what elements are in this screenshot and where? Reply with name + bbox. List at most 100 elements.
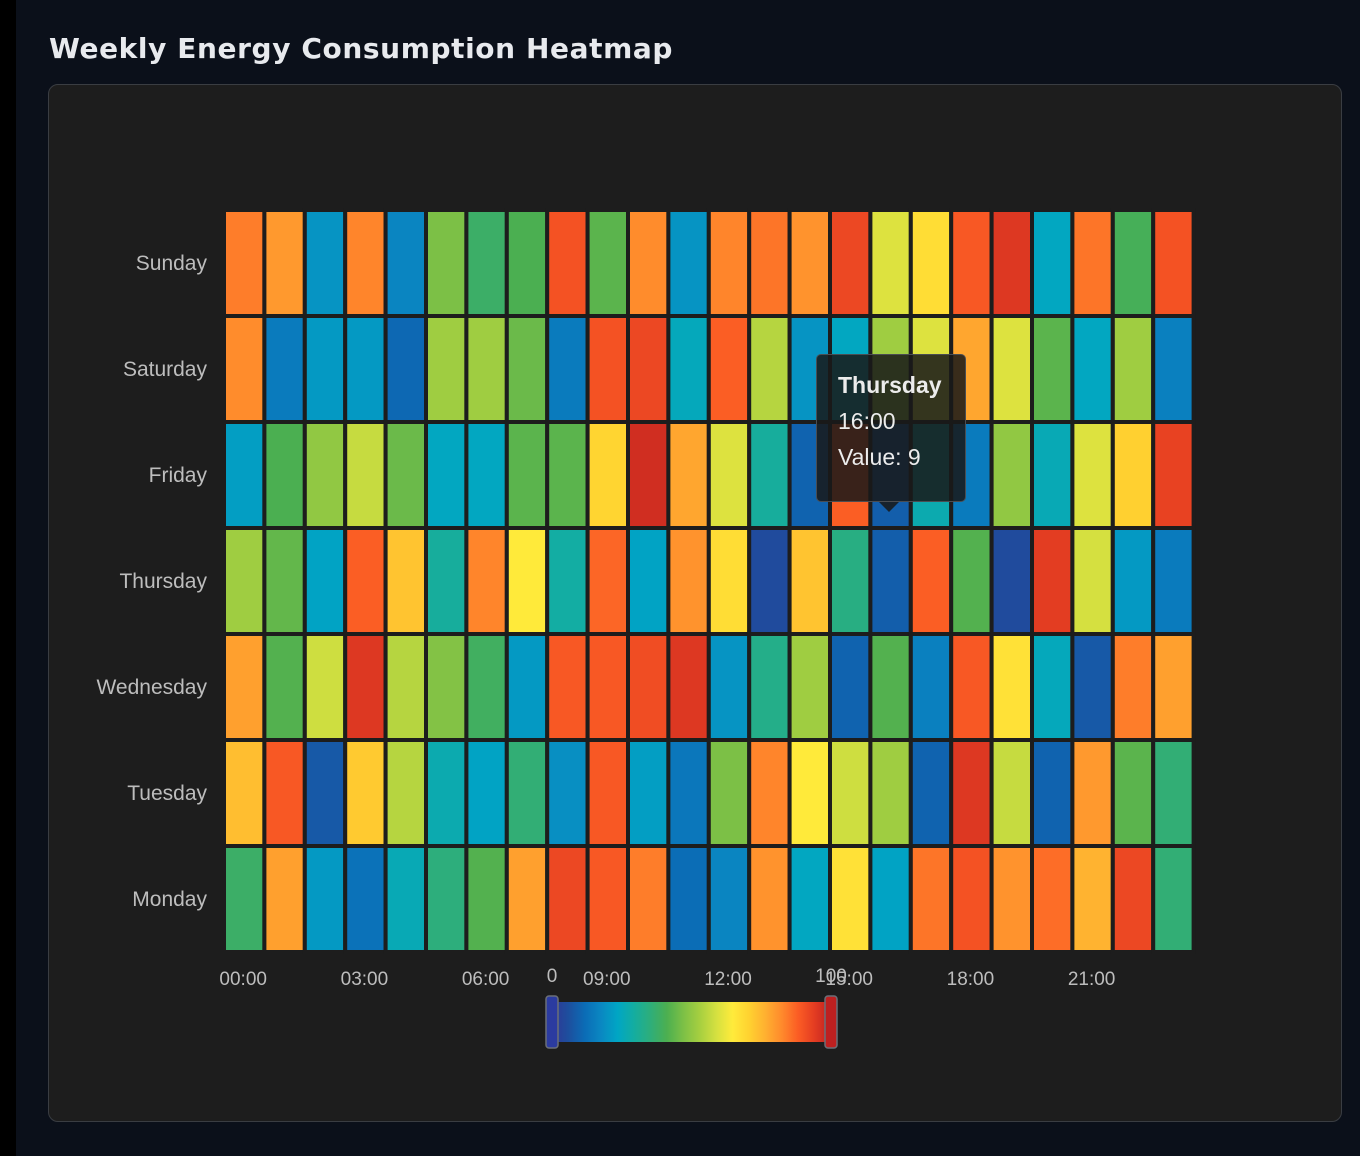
heatmap-cell-sunday-0900[interactable] xyxy=(585,208,630,318)
heatmap-cell-sunday-1900[interactable] xyxy=(989,208,1034,318)
heatmap-cell-friday-0600[interactable] xyxy=(464,420,509,530)
heatmap-cell-thursday-0400[interactable] xyxy=(383,526,429,636)
heatmap-cell-saturday-0400[interactable] xyxy=(383,314,429,424)
heatmap-cell-friday-1000[interactable] xyxy=(626,420,671,530)
heatmap-cell-saturday-1200[interactable] xyxy=(706,314,752,424)
heatmap-cell-wednesday-2300[interactable] xyxy=(1151,632,1196,742)
heatmap-cell-thursday-1300[interactable] xyxy=(747,526,792,636)
heatmap-cell-monday-2300[interactable] xyxy=(1151,844,1196,954)
heatmap-cell-wednesday-0400[interactable] xyxy=(383,632,429,742)
heatmap-cell-tuesday-1700[interactable] xyxy=(908,738,954,848)
heatmap-cell-tuesday-0200[interactable] xyxy=(302,738,348,848)
heatmap-cell-sunday-1400[interactable] xyxy=(787,208,832,318)
heatmap-cell-wednesday-2200[interactable] xyxy=(1110,632,1156,742)
heatmap-cell-thursday-0600[interactable] xyxy=(464,526,509,636)
heatmap-cell-thursday-1600[interactable] xyxy=(868,526,913,636)
heatmap-cell-thursday-1000[interactable] xyxy=(626,526,671,636)
heatmap-cell-thursday-0900[interactable] xyxy=(585,526,630,636)
visual-map-min-handle[interactable] xyxy=(545,995,559,1049)
heatmap-cell-friday-0900[interactable] xyxy=(585,420,630,530)
heatmap-cell-tuesday-2000[interactable] xyxy=(1030,738,1075,848)
heatmap-cell-wednesday-0600[interactable] xyxy=(464,632,509,742)
heatmap-cell-sunday-0100[interactable] xyxy=(262,208,307,318)
heatmap-cell-friday-2300[interactable] xyxy=(1151,420,1196,530)
heatmap-cell-tuesday-0500[interactable] xyxy=(424,738,469,848)
heatmap-cell-monday-0200[interactable] xyxy=(302,844,348,954)
heatmap-cell-wednesday-2000[interactable] xyxy=(1030,632,1075,742)
heatmap-cell-wednesday-1300[interactable] xyxy=(747,632,792,742)
heatmap-cell-wednesday-0700[interactable] xyxy=(504,632,550,742)
heatmap-cell-friday-1300[interactable] xyxy=(747,420,792,530)
heatmap-cell-saturday-0900[interactable] xyxy=(585,314,630,424)
heatmap-cell-wednesday-1900[interactable] xyxy=(989,632,1034,742)
heatmap-cell-tuesday-1200[interactable] xyxy=(706,738,752,848)
heatmap-cell-tuesday-0600[interactable] xyxy=(464,738,509,848)
heatmap-cell-monday-1900[interactable] xyxy=(989,844,1034,954)
heatmap-cell-tuesday-2300[interactable] xyxy=(1151,738,1196,848)
heatmap-cell-wednesday-0200[interactable] xyxy=(302,632,348,742)
heatmap-cell-friday-0300[interactable] xyxy=(343,420,388,530)
heatmap-cell-saturday-1900[interactable] xyxy=(989,314,1034,424)
heatmap-cell-thursday-0100[interactable] xyxy=(262,526,307,636)
heatmap-cell-wednesday-0500[interactable] xyxy=(424,632,469,742)
heatmap-cell-monday-0600[interactable] xyxy=(464,844,509,954)
heatmap-cell-tuesday-0700[interactable] xyxy=(504,738,550,848)
heatmap-cell-saturday-0800[interactable] xyxy=(545,314,590,424)
visual-map-gradient-bar[interactable] xyxy=(552,1002,831,1042)
heatmap-cell-wednesday-0000[interactable] xyxy=(222,632,267,742)
heatmap-cell-thursday-0000[interactable] xyxy=(222,526,267,636)
heatmap-cell-thursday-0700[interactable] xyxy=(504,526,550,636)
heatmap-chart[interactable]: Monday Tuesday Wednesday Thursday Friday Satu… xyxy=(49,85,1343,1123)
heatmap-cell-saturday-0700[interactable] xyxy=(504,314,550,424)
heatmap-cell-tuesday-2100[interactable] xyxy=(1070,738,1115,848)
heatmap-cell-saturday-1100[interactable] xyxy=(666,314,711,424)
heatmap-cell-sunday-1100[interactable] xyxy=(666,208,711,318)
heatmap-cell-monday-0100[interactable] xyxy=(262,844,307,954)
heatmap-cell-monday-1200[interactable] xyxy=(706,844,752,954)
heatmap-cell-sunday-1700[interactable] xyxy=(908,208,954,318)
heatmap-cell-saturday-0000[interactable] xyxy=(222,314,267,424)
heatmap-cell-wednesday-1500[interactable] xyxy=(828,632,873,742)
heatmap-cell-sunday-2100[interactable] xyxy=(1070,208,1115,318)
heatmap-cell-monday-0000[interactable] xyxy=(222,844,267,954)
heatmap-cell-friday-0500[interactable] xyxy=(424,420,469,530)
heatmap-cell-saturday-0600[interactable] xyxy=(464,314,509,424)
heatmap-cell-wednesday-2100[interactable] xyxy=(1070,632,1115,742)
heatmap-cell-monday-1600[interactable] xyxy=(868,844,913,954)
heatmap-cell-thursday-1900[interactable] xyxy=(989,526,1034,636)
heatmap-cell-thursday-0200[interactable] xyxy=(302,526,348,636)
heatmap-cell-wednesday-1000[interactable] xyxy=(626,632,671,742)
heatmap-cell-friday-1100[interactable] xyxy=(666,420,711,530)
heatmap-cell-monday-1700[interactable] xyxy=(908,844,954,954)
heatmap-cell-thursday-1800[interactable] xyxy=(949,526,994,636)
heatmap-cell-tuesday-0800[interactable] xyxy=(545,738,590,848)
heatmap-cell-tuesday-0300[interactable] xyxy=(343,738,388,848)
heatmap-cell-monday-1500[interactable] xyxy=(828,844,873,954)
heatmap-cell-friday-1200[interactable] xyxy=(706,420,752,530)
heatmap-cell-monday-0400[interactable] xyxy=(383,844,429,954)
heatmap-cell-thursday-1100[interactable] xyxy=(666,526,711,636)
heatmap-cell-friday-0700[interactable] xyxy=(504,420,550,530)
heatmap-cell-tuesday-0400[interactable] xyxy=(383,738,429,848)
heatmap-cell-saturday-0200[interactable] xyxy=(302,314,348,424)
heatmap-cell-friday-0000[interactable] xyxy=(222,420,267,530)
heatmap-cell-monday-0700[interactable] xyxy=(504,844,550,954)
heatmap-cell-tuesday-2200[interactable] xyxy=(1110,738,1156,848)
heatmap-cell-wednesday-1400[interactable] xyxy=(787,632,832,742)
heatmap-cell-wednesday-1200[interactable] xyxy=(706,632,752,742)
heatmap-cell-thursday-1400[interactable] xyxy=(787,526,832,636)
heatmap-cell-wednesday-1600[interactable] xyxy=(868,632,913,742)
heatmap-cell-wednesday-0800[interactable] xyxy=(545,632,590,742)
heatmap-cell-thursday-0800[interactable] xyxy=(545,526,590,636)
heatmap-cell-tuesday-1300[interactable] xyxy=(747,738,792,848)
heatmap-cell-tuesday-1400[interactable] xyxy=(787,738,832,848)
heatmap-cell-tuesday-1900[interactable] xyxy=(989,738,1034,848)
heatmap-cell-sunday-1500[interactable] xyxy=(828,208,873,318)
heatmap-cell-friday-0200[interactable] xyxy=(302,420,348,530)
heatmap-cell-friday-0400[interactable] xyxy=(383,420,429,530)
heatmap-cell-friday-0800[interactable] xyxy=(545,420,590,530)
heatmap-cell-tuesday-1100[interactable] xyxy=(666,738,711,848)
heatmap-cell-tuesday-1800[interactable] xyxy=(949,738,994,848)
heatmap-cell-sunday-0700[interactable] xyxy=(504,208,550,318)
heatmap-cell-wednesday-0300[interactable] xyxy=(343,632,388,742)
